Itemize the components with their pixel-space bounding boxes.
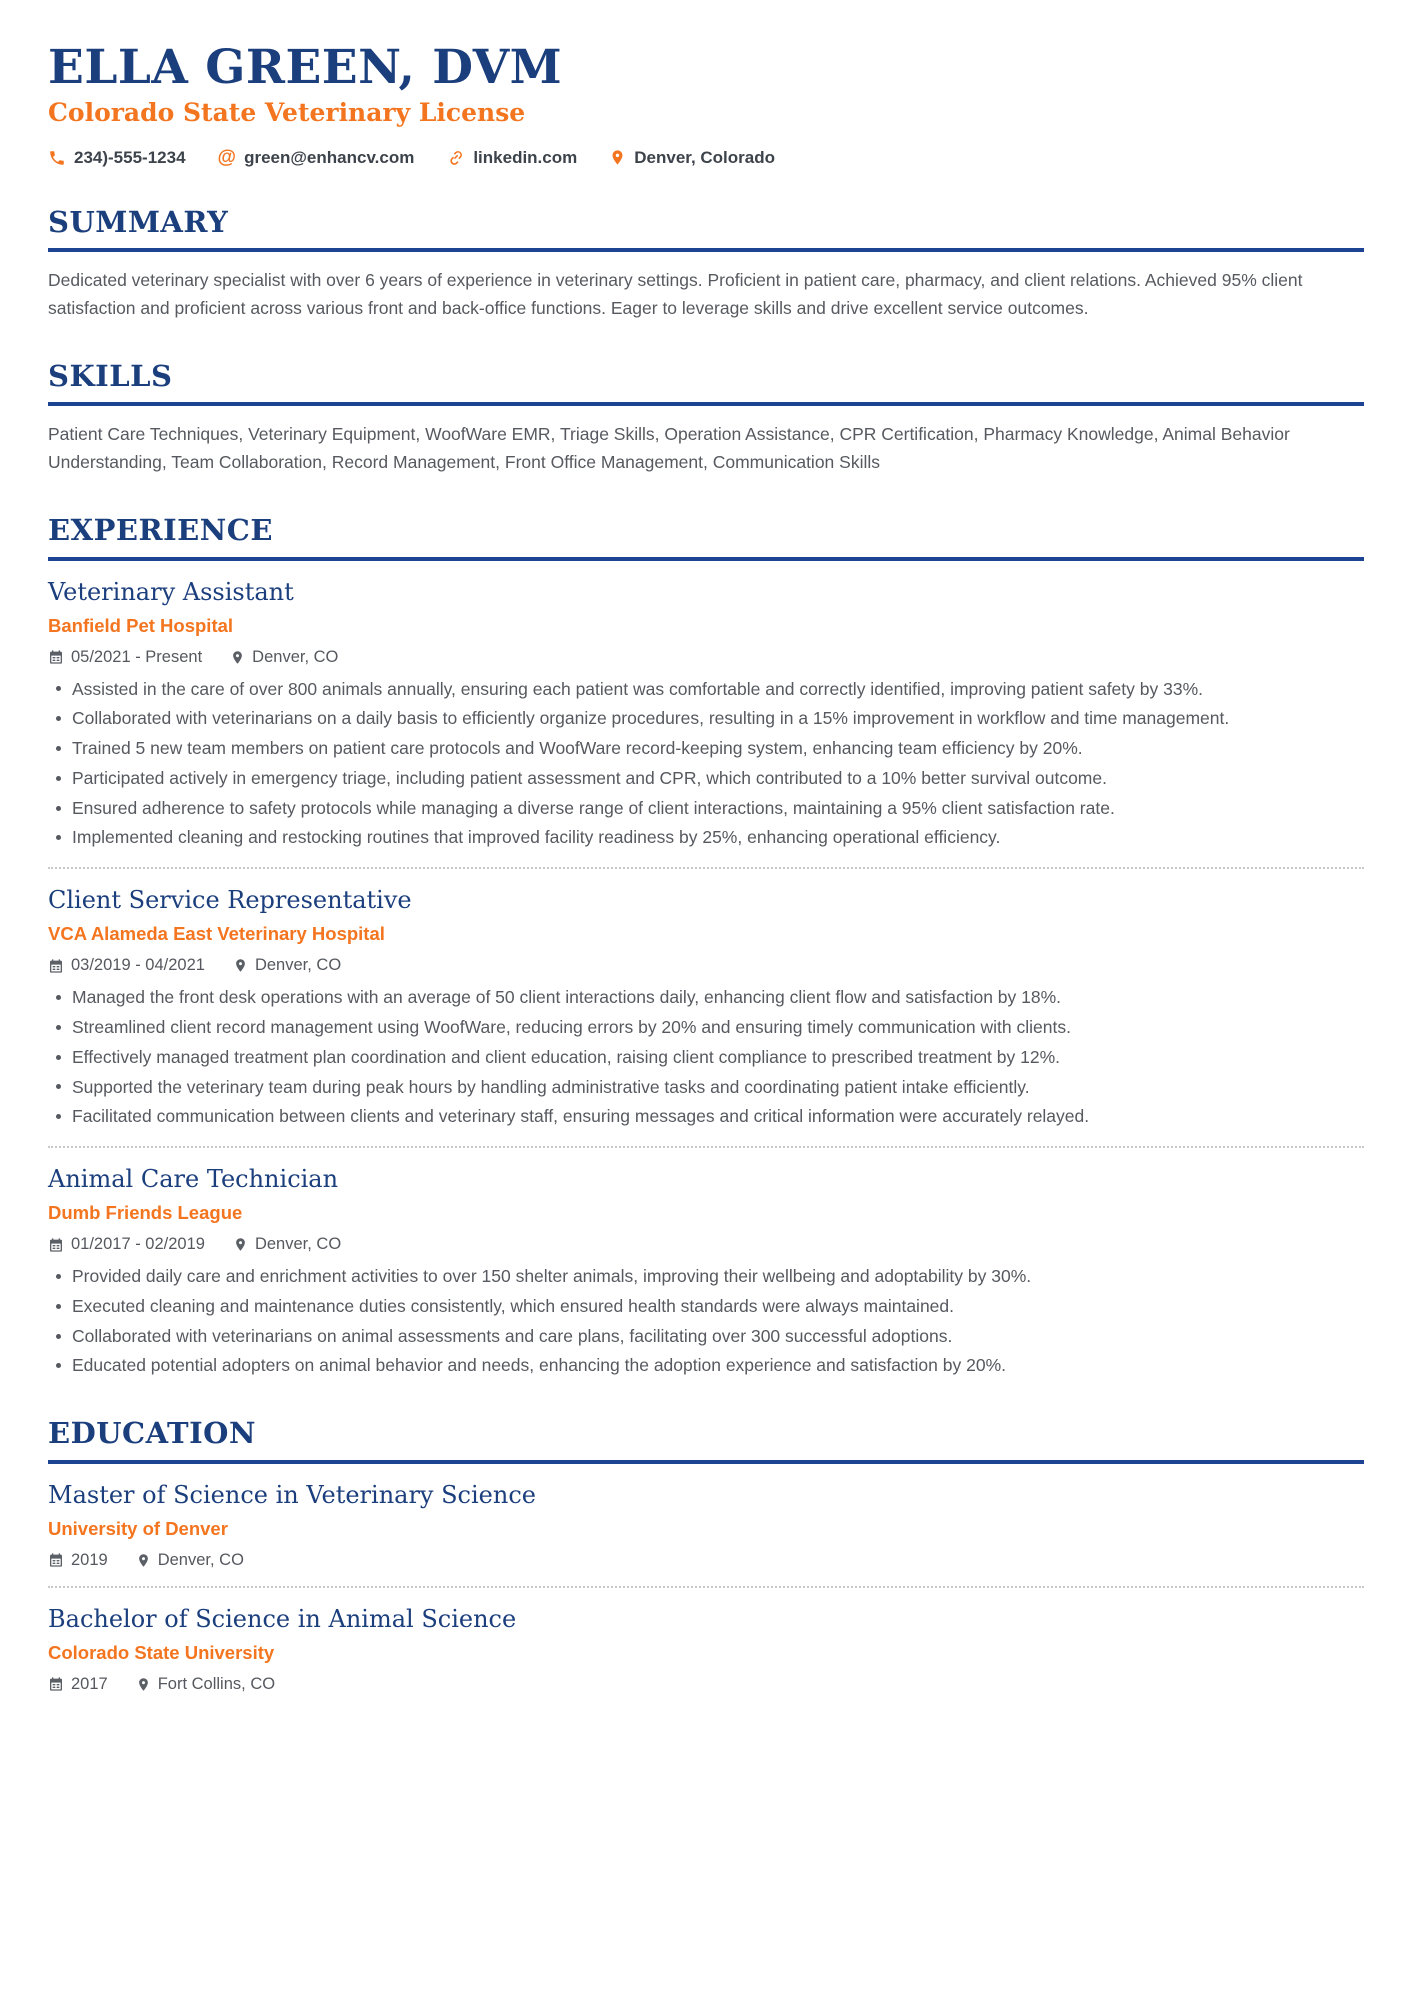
- education-entry: Bachelor of Science in Animal Science Co…: [48, 1588, 1364, 1694]
- contact-location: Denver, Colorado: [609, 148, 775, 168]
- job-dates: 01/2017 - 02/2019: [48, 1235, 205, 1254]
- degree-meta-row: 2019 Denver, CO: [48, 1551, 1364, 1570]
- job-company: VCA Alameda East Veterinary Hospital: [48, 923, 385, 945]
- experience-heading: EXPERIENCE: [48, 513, 1364, 561]
- bullet-item: Executed cleaning and maintenance duties…: [48, 1293, 1364, 1320]
- degree-title: Bachelor of Science in Animal Science: [48, 1604, 517, 1633]
- degree-title: Master of Science in Veterinary Science: [48, 1480, 536, 1509]
- job-title: Veterinary Assistant: [48, 577, 294, 606]
- calendar-icon: [48, 649, 64, 665]
- job-title: Animal Care Technician: [48, 1165, 339, 1194]
- location-pin-icon: [230, 650, 245, 665]
- job-company: Banfield Pet Hospital: [48, 614, 234, 636]
- job-meta-row: 03/2019 - 04/2021 Denver, CO: [48, 956, 1364, 975]
- location-pin-icon: [136, 1553, 151, 1568]
- calendar-icon: [48, 1237, 64, 1253]
- degree-location-text: Fort Collins, CO: [157, 1674, 276, 1693]
- job-location-text: Denver, CO: [254, 1235, 342, 1254]
- experience-section: EXPERIENCE Veterinary Assistant Banfield…: [48, 513, 1364, 1379]
- job-dates: 05/2021 - Present: [48, 648, 202, 667]
- education-entry: Master of Science in Veterinary Science …: [48, 1464, 1364, 1588]
- degree-dates: 2019: [48, 1551, 108, 1570]
- degree-dates-text: 2017: [71, 1674, 108, 1693]
- degree-location: Fort Collins, CO: [136, 1675, 275, 1694]
- location-pin-icon: [136, 1677, 151, 1692]
- at-icon: @: [217, 147, 237, 169]
- job-dates: 03/2019 - 04/2021: [48, 956, 205, 975]
- education-section: EDUCATION Master of Science in Veterinar…: [48, 1416, 1364, 1694]
- bullet-item: Participated actively in emergency triag…: [48, 765, 1364, 792]
- bullet-item: Trained 5 new team members on patient ca…: [48, 735, 1364, 762]
- bullet-item: Facilitated communication between client…: [48, 1103, 1364, 1130]
- job-bullets: Managed the front desk operations with a…: [48, 984, 1364, 1130]
- job-dates-text: 03/2019 - 04/2021: [71, 956, 205, 975]
- job-company: Dumb Friends League: [48, 1202, 243, 1224]
- degree-dates: 2017: [48, 1675, 108, 1694]
- resume-header: ELLA GREEN, DVM Colorado State Veterinar…: [48, 42, 1364, 168]
- location-pin-icon: [233, 1237, 248, 1252]
- degree-location: Denver, CO: [136, 1551, 244, 1570]
- phone-icon: [48, 149, 66, 167]
- job-title: Client Service Representative: [48, 886, 412, 915]
- location-pin-icon: [609, 149, 626, 166]
- bullet-item: Assisted in the care of over 800 animals…: [48, 676, 1364, 703]
- contact-email-text: green@enhancv.com: [244, 147, 415, 167]
- degree-school: University of Denver: [48, 1517, 228, 1539]
- contact-link-text: linkedin.com: [473, 147, 578, 167]
- summary-section: SUMMARY Dedicated veterinary specialist …: [48, 205, 1364, 322]
- candidate-name: ELLA GREEN, DVM: [48, 40, 563, 95]
- job-location: Denver, CO: [233, 956, 341, 975]
- license-title: Colorado State Veterinary License: [48, 97, 526, 127]
- job-meta-row: 05/2021 - Present Denver, CO: [48, 648, 1364, 667]
- bullet-item: Educated potential adopters on animal be…: [48, 1352, 1364, 1379]
- job-bullets: Assisted in the care of over 800 animals…: [48, 676, 1364, 852]
- contact-email[interactable]: @ green@enhancv.com: [218, 148, 415, 168]
- contact-link[interactable]: linkedin.com: [446, 148, 577, 168]
- job-bullets: Provided daily care and enrichment activ…: [48, 1263, 1364, 1379]
- degree-location-text: Denver, CO: [157, 1550, 244, 1569]
- contact-row: 234)-555-1234 @ green@enhancv.com linked…: [48, 148, 1364, 168]
- bullet-item: Managed the front desk operations with a…: [48, 984, 1364, 1011]
- skills-text: Patient Care Techniques, Veterinary Equi…: [48, 424, 1290, 472]
- bullet-item: Collaborated with veterinarians on a dai…: [48, 705, 1364, 732]
- job-location: Denver, CO: [230, 648, 338, 667]
- bullet-item: Ensured adherence to safety protocols wh…: [48, 795, 1364, 822]
- location-pin-icon: [233, 958, 248, 973]
- degree-dates-text: 2019: [71, 1550, 108, 1569]
- skills-section: SKILLS Patient Care Techniques, Veterina…: [48, 359, 1364, 476]
- contact-phone-text: 234)-555-1234: [74, 147, 186, 167]
- entry-divider: [48, 867, 1364, 870]
- bullet-item: Provided daily care and enrichment activ…: [48, 1263, 1364, 1290]
- experience-entry: Veterinary Assistant Banfield Pet Hospit…: [48, 561, 1364, 870]
- degree-meta-row: 2017 Fort Collins, CO: [48, 1675, 1364, 1694]
- entry-divider: [48, 1146, 1364, 1149]
- bullet-item: Collaborated with veterinarians on anima…: [48, 1323, 1364, 1350]
- calendar-icon: [48, 1552, 64, 1568]
- bullet-item: Implemented cleaning and restocking rout…: [48, 824, 1364, 851]
- job-location-text: Denver, CO: [252, 647, 339, 666]
- contact-phone: 234)-555-1234: [48, 148, 186, 168]
- calendar-icon: [48, 958, 64, 974]
- contact-location-text: Denver, Colorado: [634, 147, 776, 167]
- experience-entry: Client Service Representative VCA Alamed…: [48, 869, 1364, 1149]
- job-dates-text: 05/2021 - Present: [71, 647, 203, 666]
- job-location-text: Denver, CO: [254, 956, 342, 975]
- summary-heading: SUMMARY: [48, 205, 1364, 253]
- bullet-item: Streamlined client record management usi…: [48, 1014, 1364, 1041]
- bullet-item: Effectively managed treatment plan coord…: [48, 1044, 1364, 1071]
- skills-heading: SKILLS: [48, 359, 1364, 407]
- entry-divider: [48, 1585, 1364, 1588]
- summary-text: Dedicated veterinary specialist with ove…: [48, 270, 1303, 318]
- education-heading: EDUCATION: [48, 1416, 1364, 1464]
- bullet-item: Supported the veterinary team during pea…: [48, 1074, 1364, 1101]
- experience-entry: Animal Care Technician Dumb Friends Leag…: [48, 1148, 1364, 1379]
- calendar-icon: [48, 1676, 64, 1692]
- degree-school: Colorado State University: [48, 1641, 275, 1663]
- job-location: Denver, CO: [233, 1235, 341, 1254]
- link-icon: [446, 148, 465, 167]
- job-dates-text: 01/2017 - 02/2019: [71, 1235, 205, 1254]
- job-meta-row: 01/2017 - 02/2019 Denver, CO: [48, 1235, 1364, 1254]
